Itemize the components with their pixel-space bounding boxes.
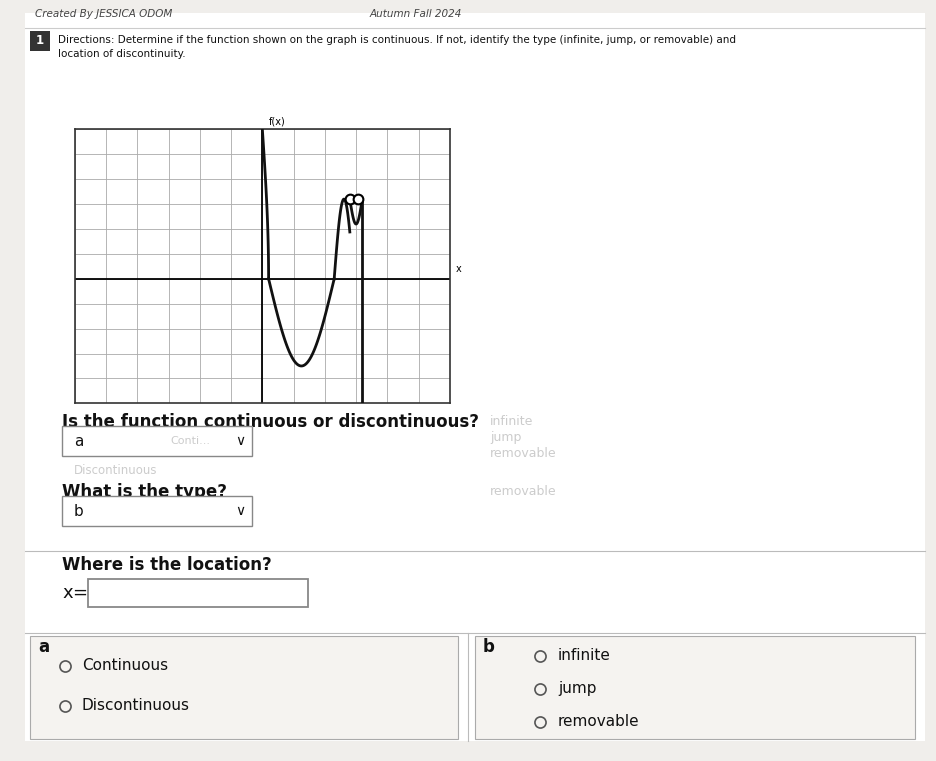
Text: =: = (72, 584, 87, 602)
Text: Discontinuous: Discontinuous (82, 699, 190, 714)
Bar (30, 636, 458, 739)
Text: ∨: ∨ (235, 504, 245, 518)
Bar (475, 636, 914, 739)
Text: 1: 1 (36, 34, 44, 47)
Text: removable: removable (490, 485, 556, 498)
Text: ∨: ∨ (235, 434, 245, 448)
Text: jump: jump (558, 682, 596, 696)
Bar (88, 579, 308, 607)
Text: Directions: Determine if the function shown on the graph is continuous. If not, : Directions: Determine if the function sh… (58, 35, 735, 59)
Text: infinite: infinite (558, 648, 610, 664)
Text: a: a (74, 434, 83, 448)
Text: removable: removable (490, 447, 556, 460)
Text: Created By JESSICA ODOM: Created By JESSICA ODOM (35, 9, 172, 19)
Text: Conti...: Conti... (169, 436, 210, 446)
Bar (62, 426, 252, 456)
Text: What is the type?: What is the type? (62, 483, 227, 501)
Text: Continuous: Continuous (82, 658, 168, 673)
Text: f(x): f(x) (269, 117, 285, 127)
Text: infinite: infinite (490, 415, 533, 428)
Text: jump: jump (490, 431, 520, 444)
Bar (62, 496, 252, 526)
Text: Where is the location?: Where is the location? (62, 556, 271, 574)
Text: x: x (456, 264, 461, 274)
Text: a: a (38, 638, 49, 656)
Text: removable: removable (558, 715, 639, 730)
Text: x: x (62, 584, 73, 602)
Text: b: b (482, 638, 494, 656)
Text: Autumn Fall 2024: Autumn Fall 2024 (370, 9, 461, 19)
Bar (30, 31, 50, 51)
Text: b: b (74, 504, 83, 518)
Text: Is the function continuous or discontinuous?: Is the function continuous or discontinu… (62, 413, 478, 431)
Text: Discontinuous: Discontinuous (74, 464, 157, 477)
